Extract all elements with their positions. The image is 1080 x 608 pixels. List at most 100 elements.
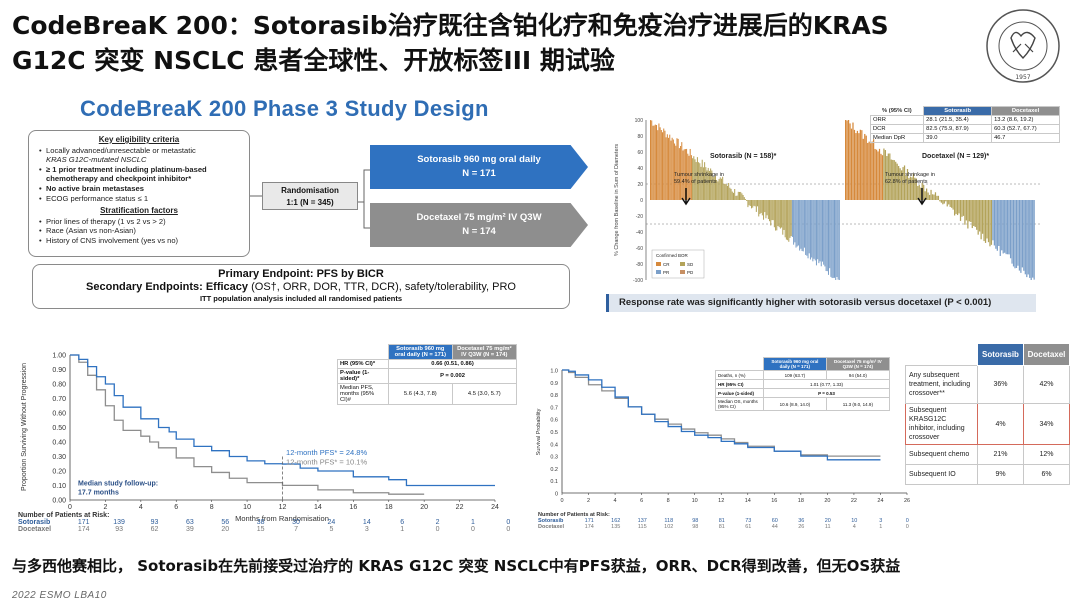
wf-bar — [974, 200, 976, 227]
wf-bar — [943, 200, 945, 204]
wf-bar — [675, 145, 677, 200]
risk-name: Sotorasib — [538, 518, 564, 524]
risk-value: 3 — [879, 518, 883, 524]
risk-value: 56 — [221, 519, 230, 526]
os-cell: HR (95% CI) — [714, 379, 765, 389]
wf-bar — [875, 149, 878, 200]
risk-value: 81 — [718, 518, 725, 524]
risk-value: 60 — [771, 518, 778, 524]
wf-bar — [977, 200, 979, 235]
wf-bar — [939, 200, 941, 202]
response-cell: 46.7 — [991, 133, 1060, 143]
wf-legend-swatch — [656, 270, 661, 274]
wf-bar — [722, 176, 724, 200]
risk-value: 81 — [718, 524, 725, 530]
wf-bar — [980, 200, 982, 240]
wf-bar — [874, 148, 876, 200]
wf-bar — [835, 200, 837, 280]
sub-cell: 21% — [977, 444, 1024, 465]
risk-value: 61 — [745, 524, 752, 530]
wf-bar — [761, 200, 763, 216]
wf-bar — [846, 120, 848, 200]
randomisation-n: 1:1 (N = 345) — [286, 198, 334, 207]
risk-value: 44 — [771, 524, 778, 530]
wf-bar — [887, 153, 889, 200]
wf-bar — [726, 185, 728, 200]
wf-bar — [725, 184, 727, 200]
wf-bar — [838, 200, 840, 280]
wf-bar — [903, 165, 906, 200]
wf-bar — [936, 195, 938, 200]
wf-ytick: -80 — [636, 262, 643, 268]
wf-bar — [653, 125, 655, 200]
pfs-risk-table: Number of Patients at Risk: Sotorasib 171… — [18, 512, 526, 533]
footer-citation: 2022 ESMO LBA10 — [12, 590, 107, 601]
wf-bar — [772, 200, 774, 221]
wf-bar — [852, 122, 854, 200]
wf-bar — [735, 195, 737, 200]
wf-bar — [856, 130, 859, 200]
km-xtick: 24 — [491, 504, 499, 511]
km-xtick: 12 — [279, 504, 287, 511]
os-head-b: Docetaxel 75 mg/m² IV Q3W (N = 174) — [825, 357, 891, 371]
os-cell: 109 (63.7) — [763, 370, 827, 380]
wf-bar — [1009, 200, 1012, 259]
wf-bar — [1017, 200, 1019, 266]
wf-bar — [716, 179, 718, 200]
wf-bar — [800, 200, 802, 249]
secondary-endpoints: Secondary Endpoints: Efficacy (OS†, ORR,… — [33, 281, 569, 294]
wf-bar — [764, 200, 766, 213]
wf-ytick: 0 — [640, 198, 643, 204]
wf-bar — [700, 166, 702, 200]
km-curve-sotorasib — [562, 369, 881, 461]
wf-bar — [917, 185, 919, 200]
wf-bar — [992, 200, 994, 241]
wf-bar — [714, 175, 716, 200]
wf-bar — [663, 128, 665, 200]
os-risk-table: Number of Patients at Risk: Sotorasib 171… — [538, 512, 921, 530]
wf-bar — [1008, 200, 1010, 255]
pfs-head-a: Sotorasib 960 mg oral daily (N = 171) — [388, 344, 453, 360]
wf-legend-label: PD — [687, 270, 694, 275]
km-xtick: 6 — [174, 504, 178, 511]
risk-value: 102 — [664, 524, 674, 530]
wf-bar — [864, 133, 866, 200]
wf-bar — [911, 177, 913, 200]
wf-bar — [820, 200, 822, 267]
wf-bar — [967, 200, 969, 229]
wf-bar — [823, 200, 825, 265]
wf-bar — [788, 200, 790, 242]
sub-cell: 42% — [1023, 365, 1070, 404]
wf-bar — [892, 159, 894, 200]
km-curve-sotorasib — [70, 354, 495, 487]
risk-value: 174 — [584, 524, 594, 530]
eligibility-item: ≥ 1 prior treatment including platinum-b… — [39, 165, 239, 175]
wf-bar — [732, 192, 734, 200]
km-ytick: 0.9 — [550, 381, 558, 387]
wf-bar — [683, 149, 685, 200]
wf-bar — [999, 200, 1001, 256]
wf-bar — [830, 200, 832, 277]
wf-bar — [698, 162, 700, 200]
wf-bar — [1033, 200, 1035, 280]
wf-bar — [781, 200, 783, 228]
wf-bar — [829, 200, 831, 269]
stratification-item: Race (Asian vs non-Asian) — [39, 226, 239, 236]
wf-ytick: -60 — [636, 246, 643, 252]
itt-note: ITT population analysis included all ran… — [199, 294, 403, 303]
os-risk-row-sotorasib: Sotorasib 171 162 137 118 98 81 73 60 36 20 10 3 0 — [538, 518, 921, 524]
wf-bar — [654, 124, 656, 200]
wf-bar — [914, 177, 916, 200]
wf-bar — [687, 153, 689, 200]
wf-bar — [896, 163, 898, 200]
km-ytick: 0.4 — [550, 442, 558, 448]
wf-bar — [705, 167, 707, 200]
response-cell: 39.0 — [923, 133, 993, 143]
endpoints-box: Primary Endpoint: PFS by BICR Secondary … — [32, 264, 570, 309]
secondary-prefix: Secondary Endpoints: Efficacy — [86, 281, 249, 293]
km-ytick: 0.60 — [52, 411, 66, 418]
wf-bar — [958, 200, 960, 214]
risk-value: 162 — [611, 518, 621, 524]
wf-bar — [671, 137, 673, 200]
wf-bar — [859, 129, 861, 200]
